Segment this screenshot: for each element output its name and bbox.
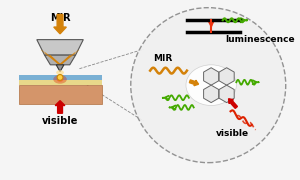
Text: MIR: MIR (50, 13, 70, 22)
Ellipse shape (57, 77, 63, 82)
Text: MIR: MIR (153, 54, 172, 63)
Circle shape (131, 8, 286, 163)
Polygon shape (56, 65, 64, 72)
Text: visible: visible (42, 116, 78, 126)
FancyArrow shape (229, 99, 237, 108)
Text: visible: visible (216, 129, 249, 138)
Polygon shape (219, 68, 234, 85)
Ellipse shape (186, 65, 236, 105)
Bar (20, 85, 102, 104)
FancyArrow shape (189, 80, 199, 86)
Polygon shape (37, 40, 83, 55)
Polygon shape (204, 85, 219, 103)
Text: luminescence: luminescence (225, 35, 294, 44)
FancyArrow shape (55, 101, 65, 113)
Bar (20, 75, 102, 80)
FancyArrow shape (54, 14, 66, 34)
Polygon shape (204, 68, 219, 85)
Bar (20, 80, 102, 85)
Polygon shape (45, 55, 76, 65)
Polygon shape (219, 85, 234, 103)
Ellipse shape (53, 75, 67, 84)
Ellipse shape (56, 70, 64, 75)
Circle shape (57, 75, 63, 80)
